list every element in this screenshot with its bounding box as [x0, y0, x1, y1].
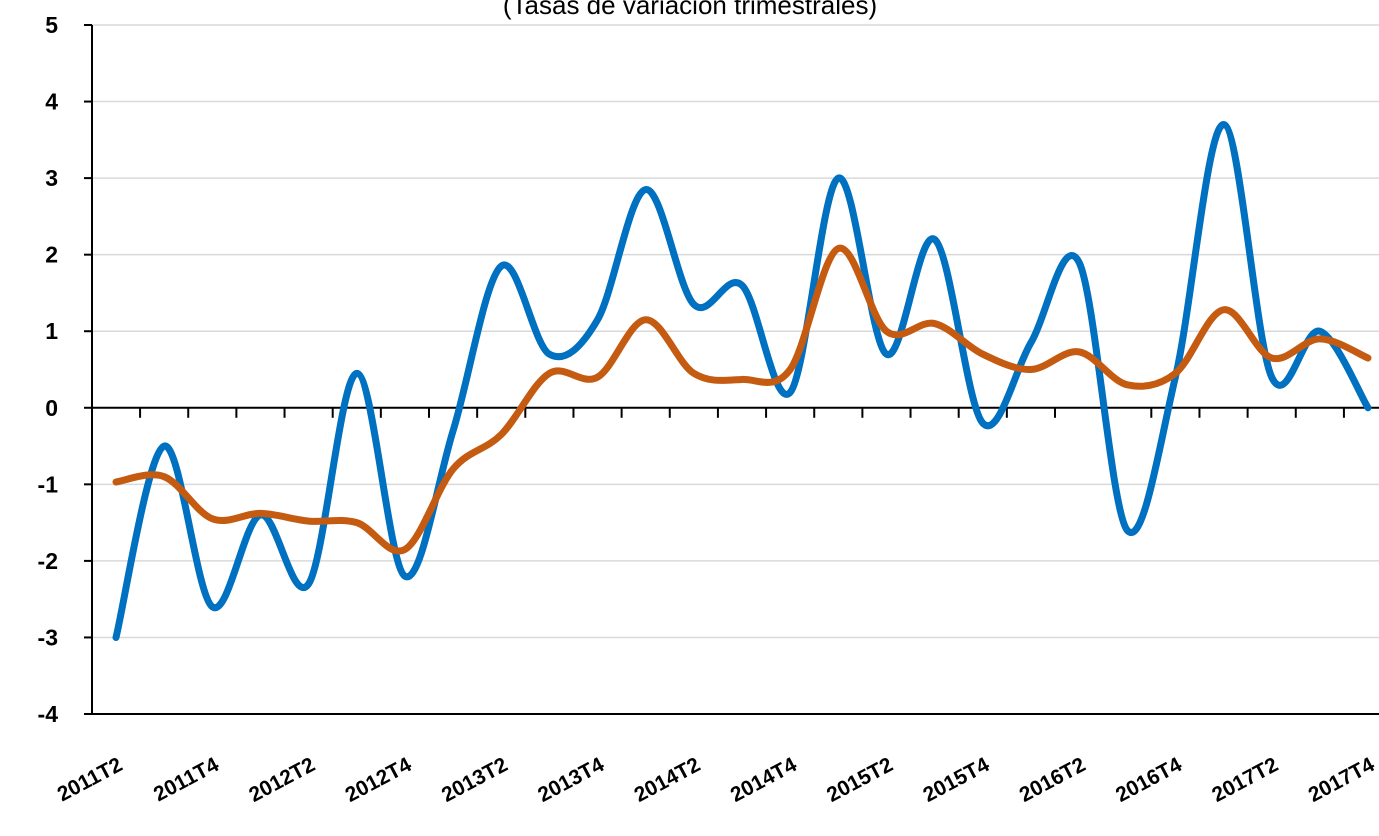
- y-tick-label: -4: [38, 701, 59, 727]
- series-line: [112, 245, 1372, 555]
- y-tick-label: 3: [45, 165, 58, 191]
- x-tick-label: 2016T2: [1016, 753, 1090, 807]
- y-tick-label: -1: [38, 471, 59, 497]
- y-tick-label: 1: [45, 318, 58, 344]
- x-tick-label: 2012T2: [245, 753, 319, 807]
- x-tick-label: 2011T2: [54, 753, 127, 806]
- y-tick-label: -3: [38, 624, 58, 650]
- x-tick-label: 2013T2: [438, 753, 512, 807]
- x-tick-label: 2017T4: [1305, 753, 1379, 807]
- x-tick-label: 2014T4: [727, 753, 801, 807]
- x-tick-label: 2015T4: [919, 753, 993, 807]
- y-tick-label: 2: [45, 242, 58, 268]
- y-tick-label: 4: [45, 89, 58, 115]
- x-tick-label: 2017T2: [1208, 753, 1282, 807]
- y-tick-label: -2: [38, 548, 58, 574]
- x-tick-label: 2011T4: [150, 753, 223, 806]
- x-tick-label: 2013T4: [534, 753, 608, 807]
- series-line: [112, 121, 1372, 641]
- x-tick-label: 2016T4: [1112, 753, 1186, 807]
- x-tick-label: 2015T2: [823, 753, 897, 807]
- y-tick-label: 5: [45, 12, 58, 38]
- x-tick-label: 2012T4: [342, 753, 416, 807]
- x-tick-label: 2014T2: [630, 753, 704, 807]
- chart-subtitle: (Tasas de variación trimestrales): [503, 0, 877, 20]
- y-tick-label: 0: [45, 395, 58, 421]
